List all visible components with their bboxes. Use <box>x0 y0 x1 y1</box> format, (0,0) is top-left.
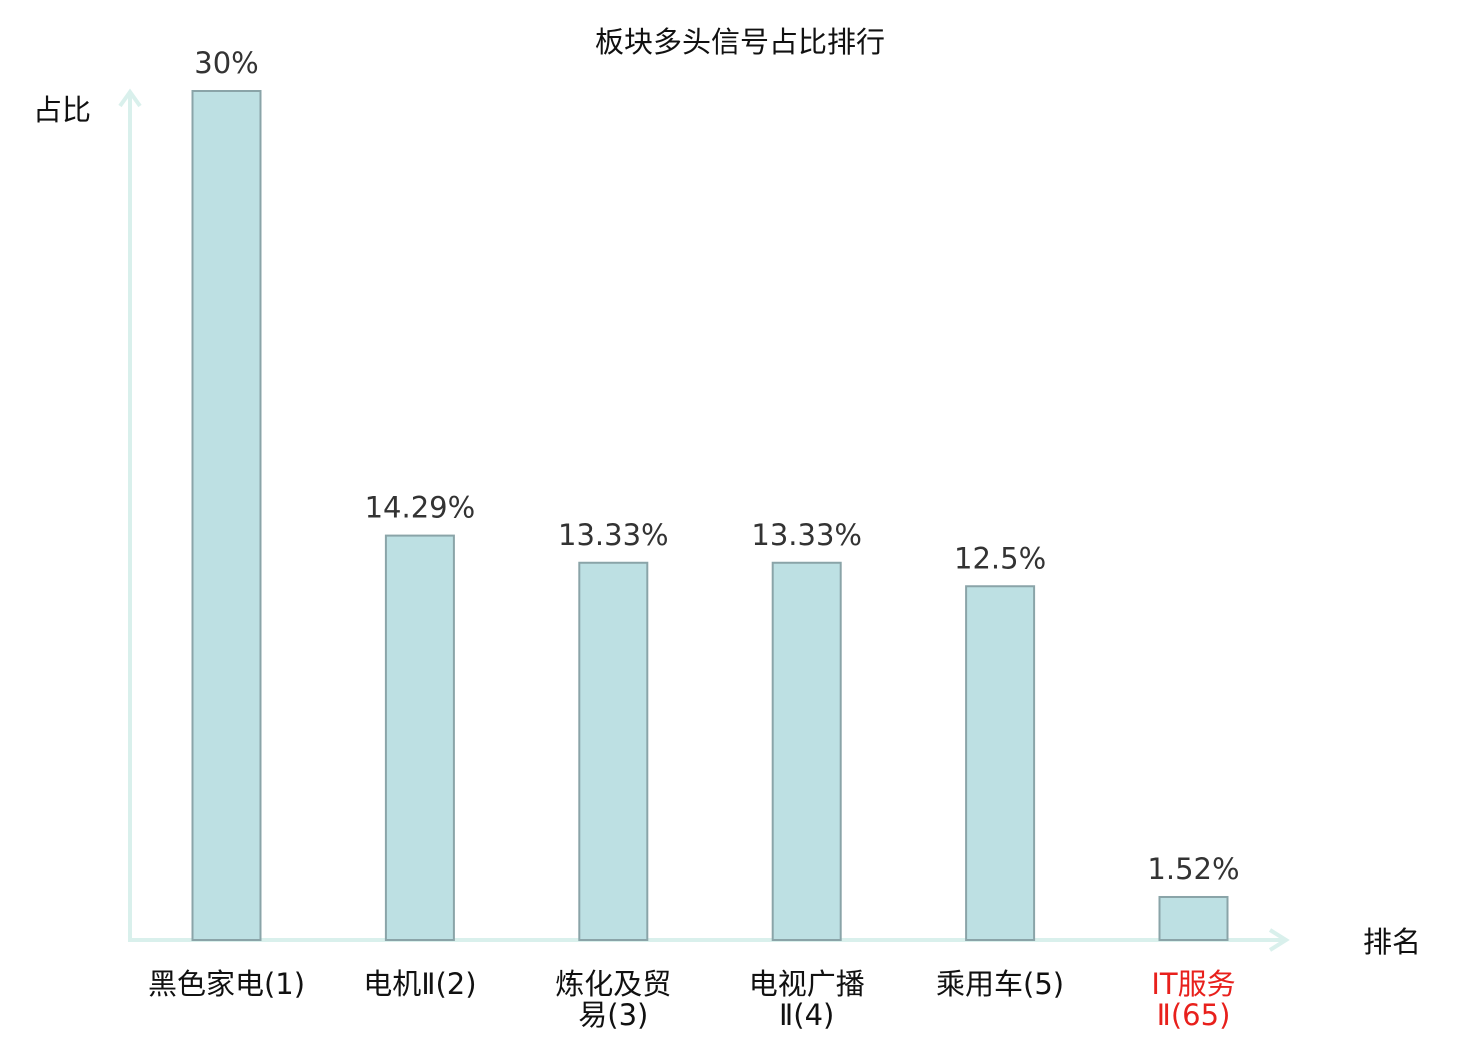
x-tick-label: Ⅱ(4) <box>779 998 834 1032</box>
bar <box>771 561 842 941</box>
bar <box>384 534 455 942</box>
data-label: 12.5% <box>954 541 1046 575</box>
y-axis <box>118 88 142 940</box>
data-label: 14.29% <box>365 491 476 525</box>
chart-title: 板块多头信号占比排行 <box>595 25 885 59</box>
data-label: 30% <box>194 46 258 80</box>
x-tick-label: 电视广播 <box>749 967 865 1001</box>
x-axis <box>128 928 1290 952</box>
x-tick-label: 电机Ⅱ(2) <box>363 967 476 1001</box>
data-label: 1.52% <box>1147 852 1239 886</box>
bar <box>965 585 1036 941</box>
bars <box>191 90 1229 942</box>
x-tick-label: 炼化及贸 <box>555 967 671 1001</box>
x-tick-label: Ⅱ(65) <box>1157 998 1231 1032</box>
x-tick-label: 易(3) <box>578 998 648 1032</box>
y-axis-label: 占比 <box>33 93 91 127</box>
x-axis-label: 排名 <box>1363 925 1421 959</box>
data-label: 13.33% <box>558 518 669 552</box>
value-labels: 30% 14.29% 13.33% 13.33% 12.5% 1.52% <box>194 46 1239 886</box>
bar <box>1158 895 1229 942</box>
x-tick-label: 乘用车(5) <box>936 967 1064 1001</box>
x-tick-label: 黑色家电(1) <box>148 967 305 1001</box>
bar <box>578 561 649 941</box>
bar <box>191 90 262 941</box>
x-tick-label: IT服务 <box>1151 967 1235 1001</box>
data-label: 13.33% <box>751 518 862 552</box>
